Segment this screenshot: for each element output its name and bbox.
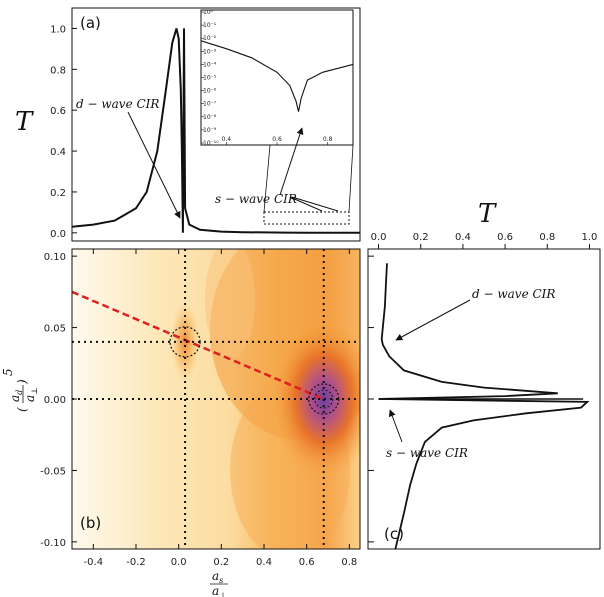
- heatmap-region-band: [205, 249, 255, 360]
- ytick-label: 0.4: [50, 147, 66, 158]
- panel-c-curve: [378, 263, 590, 550]
- red-dashed-line: [72, 290, 325, 401]
- inset-ytick-label: 10⁻⁵: [203, 75, 217, 82]
- svg-text:ad: ad: [8, 390, 24, 402]
- s-wave-arrow-a3: [291, 196, 339, 212]
- d-wave-label-c: d − wave CIR: [472, 287, 555, 301]
- ytick-label: 0.6: [50, 106, 66, 117]
- xtick-label: 0.4: [256, 557, 272, 568]
- panel-b-ticks: -0.4 -0.2 0.0 0.2 0.4 0.6 0.8 0.10 0.05 0.00 -0.05…: [40, 249, 357, 568]
- xtick-label: 0.2: [213, 557, 229, 568]
- inset-ticks: 10⁰ 10⁻¹ 10⁻² 10⁻³ 10⁻⁴ 10⁻⁵ 10⁻⁶ 10⁻⁷ 10⁻⁸ 10⁻⁹ 1…: [201, 9, 333, 147]
- ytick-label: -0.10: [40, 538, 66, 549]
- ytick-label: -0.05: [40, 466, 66, 477]
- panel-b-xlabel: as a⊥: [210, 569, 228, 597]
- s-wave-arrow-c: [388, 409, 403, 443]
- zoom-line-left: [263, 144, 271, 213]
- inset-ytick-label: 10⁻⁸: [203, 114, 217, 121]
- inset-curve: [201, 40, 353, 112]
- panel-c-ticks: 0.0 0.2 0.4 0.6 0.8 1.0: [368, 232, 598, 543]
- inset-ytick-label: 10⁰: [203, 9, 214, 16]
- ytick-label: 0.00: [44, 395, 66, 406]
- panel-a-curve: [72, 28, 360, 234]
- xtick-label: 0.8: [539, 232, 555, 243]
- svg-text:5: 5: [1, 368, 15, 376]
- s-wave-label-c: s − wave CIR: [386, 446, 468, 460]
- inset-xtick-label: 0.4: [222, 136, 232, 143]
- inset-ytick-label: 10⁻²: [203, 35, 217, 42]
- svg-text:a⊥: a⊥: [23, 387, 39, 402]
- inset-ytick-label: 10⁻¹⁰: [203, 140, 219, 147]
- panel-a-frame: [71, 7, 361, 242]
- inset-ytick-label: 10⁻⁶: [203, 88, 217, 95]
- panel-c: T 0.0 0.2 0.4 0.6 0.8 1.0 (c) d − wave CIR s …: [367, 199, 601, 550]
- inset-ytick-label: 10⁻¹: [203, 22, 217, 29]
- ytick-label: 0.05: [44, 324, 66, 335]
- panel-c-label: (c): [384, 525, 404, 543]
- panel-b: -0.4 -0.2 0.0 0.2 0.4 0.6 0.8 0.10 0.05 0.00 -0.05…: [1, 248, 361, 597]
- inset-ytick-label: 10⁻⁷: [203, 101, 217, 108]
- d-wave-blob: [171, 301, 200, 382]
- s-wave-inner-circle: [314, 389, 334, 409]
- d-wave-label-a: d − wave CIR: [76, 97, 159, 111]
- s-wave-circle: [308, 383, 340, 415]
- panel-a-label: (a): [80, 14, 101, 32]
- inset-frame: [200, 9, 354, 146]
- d-wave-circle: [169, 326, 201, 358]
- xtick-label: 0.0: [171, 557, 187, 568]
- s-wave-arrow-a2: [289, 196, 323, 212]
- svg-text:): ): [15, 379, 29, 385]
- panel-c-xlabel: T: [478, 199, 497, 229]
- s-wave-label-a: s − wave CIR: [215, 192, 297, 206]
- d-wave-arrow-c: [395, 299, 471, 341]
- heatmap: [72, 249, 360, 549]
- panel-b-label: (b): [80, 514, 101, 532]
- inset-ytick-label: 10⁻³: [203, 48, 217, 55]
- xtick-label: -0.4: [84, 557, 104, 568]
- xtick-label: 0.8: [341, 557, 357, 568]
- xtick-label: 0.4: [455, 232, 471, 243]
- xtick-label: -0.2: [126, 557, 146, 568]
- zoom-box: [263, 211, 350, 225]
- s-wave-blob: [271, 319, 360, 479]
- panel-a-ylabel: T: [15, 107, 34, 137]
- ytick-label: 0.8: [50, 65, 66, 76]
- svg-text:as: as: [212, 569, 223, 585]
- guide-lines: [72, 249, 360, 549]
- xtick-label: 0.6: [497, 232, 513, 243]
- xtick-label: 0.2: [413, 232, 429, 243]
- panel-b-ylabel: ( ad a⊥ ) 5: [1, 368, 39, 412]
- ytick-label: 0.0: [50, 229, 66, 240]
- ytick-label: 0.10: [44, 252, 66, 263]
- s-wave-arrow-a1: [279, 127, 304, 196]
- inset-xtick-label: 0.6: [272, 136, 282, 143]
- ytick-label: 0.2: [50, 188, 66, 199]
- zoom-line-right: [348, 144, 354, 213]
- svg-text:a⊥: a⊥: [212, 584, 227, 597]
- inset-ytick-label: 10⁻⁴: [203, 61, 217, 68]
- xtick-label: 0.6: [299, 557, 315, 568]
- panel-a-yticks: 0.0 0.2 0.4 0.6 0.8 1.0: [50, 24, 77, 240]
- ytick-label: 1.0: [50, 24, 66, 35]
- inset: 10⁰ 10⁻¹ 10⁻² 10⁻³ 10⁻⁴ 10⁻⁵ 10⁻⁶ 10⁻⁷ 10⁻⁸ 10⁻⁹ 1…: [200, 9, 354, 147]
- d-wave-arrow-a: [127, 111, 181, 219]
- inset-xtick-label: 0.8: [323, 136, 333, 143]
- panel-a: 0.0 0.2 0.4 0.6 0.8 1.0 T (a) 10⁰ 10⁻¹ 10⁻² 10⁻³…: [15, 7, 361, 242]
- xtick-label: 0.0: [371, 232, 387, 243]
- inset-ytick-label: 10⁻⁹: [203, 127, 217, 134]
- svg-text:(: (: [15, 407, 29, 412]
- xtick-label: 1.0: [582, 232, 598, 243]
